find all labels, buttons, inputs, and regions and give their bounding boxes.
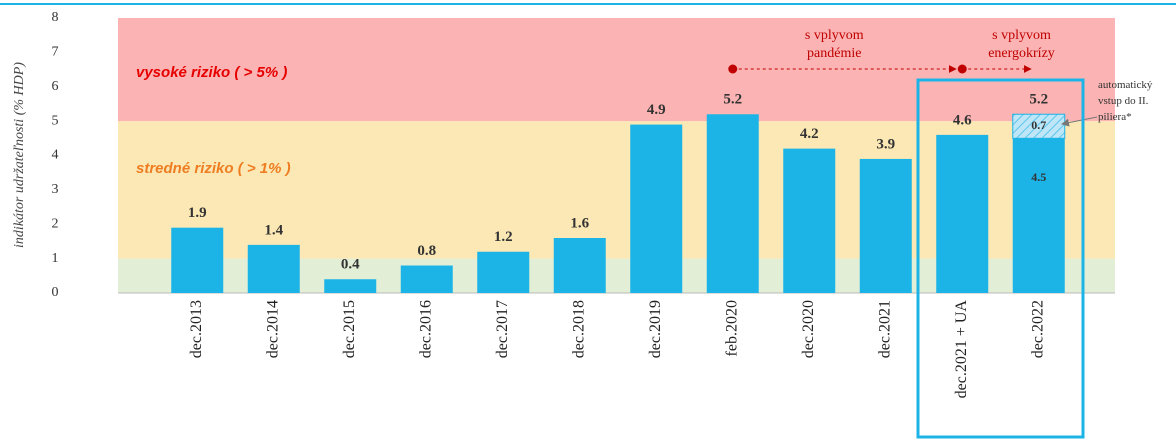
bar-segment bbox=[1012, 138, 1065, 293]
x-tick-label: feb.2020 bbox=[723, 300, 740, 356]
y-axis-label: indikátor udržateľnosti (% HDP) bbox=[12, 62, 27, 248]
value-label: 0.7 bbox=[1031, 118, 1046, 132]
y-tick-label: 7 bbox=[52, 45, 59, 60]
bar-segment bbox=[630, 124, 683, 293]
value-label: 1.4 bbox=[264, 222, 283, 238]
y-tick-label: 2 bbox=[52, 216, 59, 231]
x-tick-label: dec.2017 bbox=[494, 300, 511, 358]
value-label: 4.2 bbox=[800, 126, 819, 142]
value-label: 4.6 bbox=[953, 112, 972, 128]
x-tick-label: dec.2022 bbox=[1029, 300, 1046, 358]
bar-segment bbox=[783, 148, 836, 293]
y-tick-label: 1 bbox=[52, 251, 59, 266]
x-tick-label: dec.2020 bbox=[800, 300, 817, 358]
x-tick-label: dec.2021 + UA bbox=[953, 300, 970, 399]
annotation-arrow bbox=[1061, 116, 1098, 127]
x-tick-label: dec.2014 bbox=[264, 300, 281, 358]
period-annotation: s vplyvom energokrízy bbox=[988, 28, 1055, 61]
x-tick-label: dec.2013 bbox=[188, 300, 205, 358]
total-label: 5.2 bbox=[1029, 92, 1048, 108]
y-tick-label: 8 bbox=[52, 10, 59, 25]
series-annotation: automatický vstup do II. piliera* bbox=[1098, 79, 1153, 123]
value-label: 1.9 bbox=[188, 205, 207, 221]
y-tick-label: 3 bbox=[52, 182, 59, 197]
highlight-frame bbox=[916, 78, 1085, 439]
x-tick-label: dec.2016 bbox=[417, 300, 434, 358]
y-tick-label: 5 bbox=[52, 113, 59, 128]
value-label: 0.4 bbox=[341, 257, 360, 273]
bar-segment bbox=[400, 265, 453, 293]
period-annotation: s vplyvom pandémie bbox=[805, 28, 864, 61]
value-label: 4.5 bbox=[1031, 170, 1046, 184]
y-tick-label: 6 bbox=[52, 79, 59, 94]
value-label: 5.2 bbox=[723, 92, 742, 108]
x-tick-label: dec.2018 bbox=[570, 300, 587, 358]
bar-segment bbox=[247, 244, 300, 293]
x-tick-label: dec.2015 bbox=[341, 300, 358, 358]
value-label: 0.8 bbox=[417, 243, 436, 259]
bar-segment bbox=[1012, 113, 1066, 139]
bar-segment bbox=[477, 251, 530, 293]
bar-segment bbox=[324, 279, 377, 293]
value-label: 1.2 bbox=[494, 229, 513, 245]
value-label: 3.9 bbox=[876, 136, 895, 152]
value-label: 1.6 bbox=[570, 215, 589, 231]
bar-segment bbox=[553, 238, 606, 293]
bar-segment bbox=[936, 134, 989, 293]
y-tick-label: 4 bbox=[52, 148, 59, 163]
x-tick-label: dec.2021 bbox=[876, 300, 893, 358]
bar-segment bbox=[859, 158, 912, 293]
bar-segment bbox=[706, 114, 759, 293]
zone-label: vysoké riziko ( > 5% ) bbox=[136, 64, 287, 81]
bar-segment bbox=[171, 227, 224, 293]
y-tick-label: 0 bbox=[52, 285, 59, 300]
value-label: 4.9 bbox=[647, 102, 666, 118]
zone-label: stredné riziko ( > 1% ) bbox=[136, 160, 291, 177]
x-tick-label: dec.2019 bbox=[647, 300, 664, 358]
